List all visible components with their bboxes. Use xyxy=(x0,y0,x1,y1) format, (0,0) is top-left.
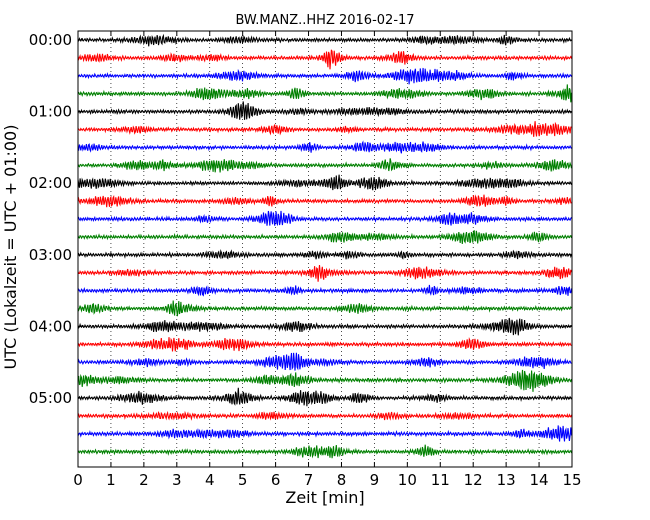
trace-row-23 xyxy=(77,444,573,459)
trace-row-12 xyxy=(77,249,573,260)
trace-row-8 xyxy=(77,174,573,191)
trace-row-7 xyxy=(77,158,573,173)
x-tick-label: 14 xyxy=(530,471,549,489)
trace-row-9 xyxy=(77,194,572,208)
x-tick-label: 7 xyxy=(304,471,314,489)
x-tick-label: 12 xyxy=(464,471,483,489)
trace-row-0 xyxy=(77,33,572,47)
x-axis: 0 1 2 3 4 5 6 7 8 9 10 11 12 13 14 15 xyxy=(73,31,582,489)
trace-row-17 xyxy=(77,337,572,352)
trace-row-3 xyxy=(77,84,573,103)
plot-frame xyxy=(77,30,573,468)
x-tick-label: 13 xyxy=(497,471,516,489)
y-axis-label: UTC (Lokalzeit = UTC + 01:00) xyxy=(1,125,20,370)
x-tick-label: 10 xyxy=(398,471,417,489)
trace-row-16 xyxy=(77,317,572,336)
trace-row-18 xyxy=(77,352,572,371)
y-tick-label: 03:00 xyxy=(29,246,72,264)
x-tick-label: 9 xyxy=(370,471,380,489)
y-axis: 00:00 01:00 02:00 03:00 04:00 05:00 xyxy=(29,31,572,407)
y-tick-label: 05:00 xyxy=(29,389,72,407)
seismogram-traces xyxy=(77,33,573,459)
y-tick-label: 01:00 xyxy=(29,103,72,121)
trace-row-13 xyxy=(77,265,573,282)
x-tick-label: 5 xyxy=(238,471,248,489)
chart-title: BW.MANZ..HHZ 2016-02-17 xyxy=(235,13,414,28)
trace-row-2 xyxy=(77,67,573,85)
y-tick-label: 04:00 xyxy=(29,317,72,335)
trace-row-10 xyxy=(77,210,572,227)
trace-row-1 xyxy=(77,49,573,70)
trace-row-21 xyxy=(77,410,573,421)
x-tick-label: 8 xyxy=(337,471,347,489)
y-tick-label: 00:00 xyxy=(29,31,72,49)
trace-row-5 xyxy=(77,121,572,137)
x-tick-label: 0 xyxy=(73,471,83,489)
x-tick-label: 2 xyxy=(139,471,149,489)
x-tick-label: 11 xyxy=(431,471,450,489)
trace-row-6 xyxy=(77,140,572,154)
trace-row-4 xyxy=(77,101,572,120)
trace-row-20 xyxy=(77,387,573,407)
trace-row-22 xyxy=(77,425,573,442)
trace-row-19 xyxy=(77,369,573,392)
x-tick-label: 3 xyxy=(172,471,182,489)
trace-row-15 xyxy=(77,300,572,317)
vertical-gridlines xyxy=(110,31,540,467)
trace-row-14 xyxy=(77,284,573,297)
x-tick-label: 6 xyxy=(271,471,281,489)
y-tick-label: 02:00 xyxy=(29,174,72,192)
x-tick-label: 1 xyxy=(106,471,116,489)
x-axis-label: Zeit [min] xyxy=(285,488,364,507)
x-tick-label: 15 xyxy=(562,471,581,489)
trace-row-11 xyxy=(77,230,573,245)
x-tick-label: 4 xyxy=(205,471,215,489)
